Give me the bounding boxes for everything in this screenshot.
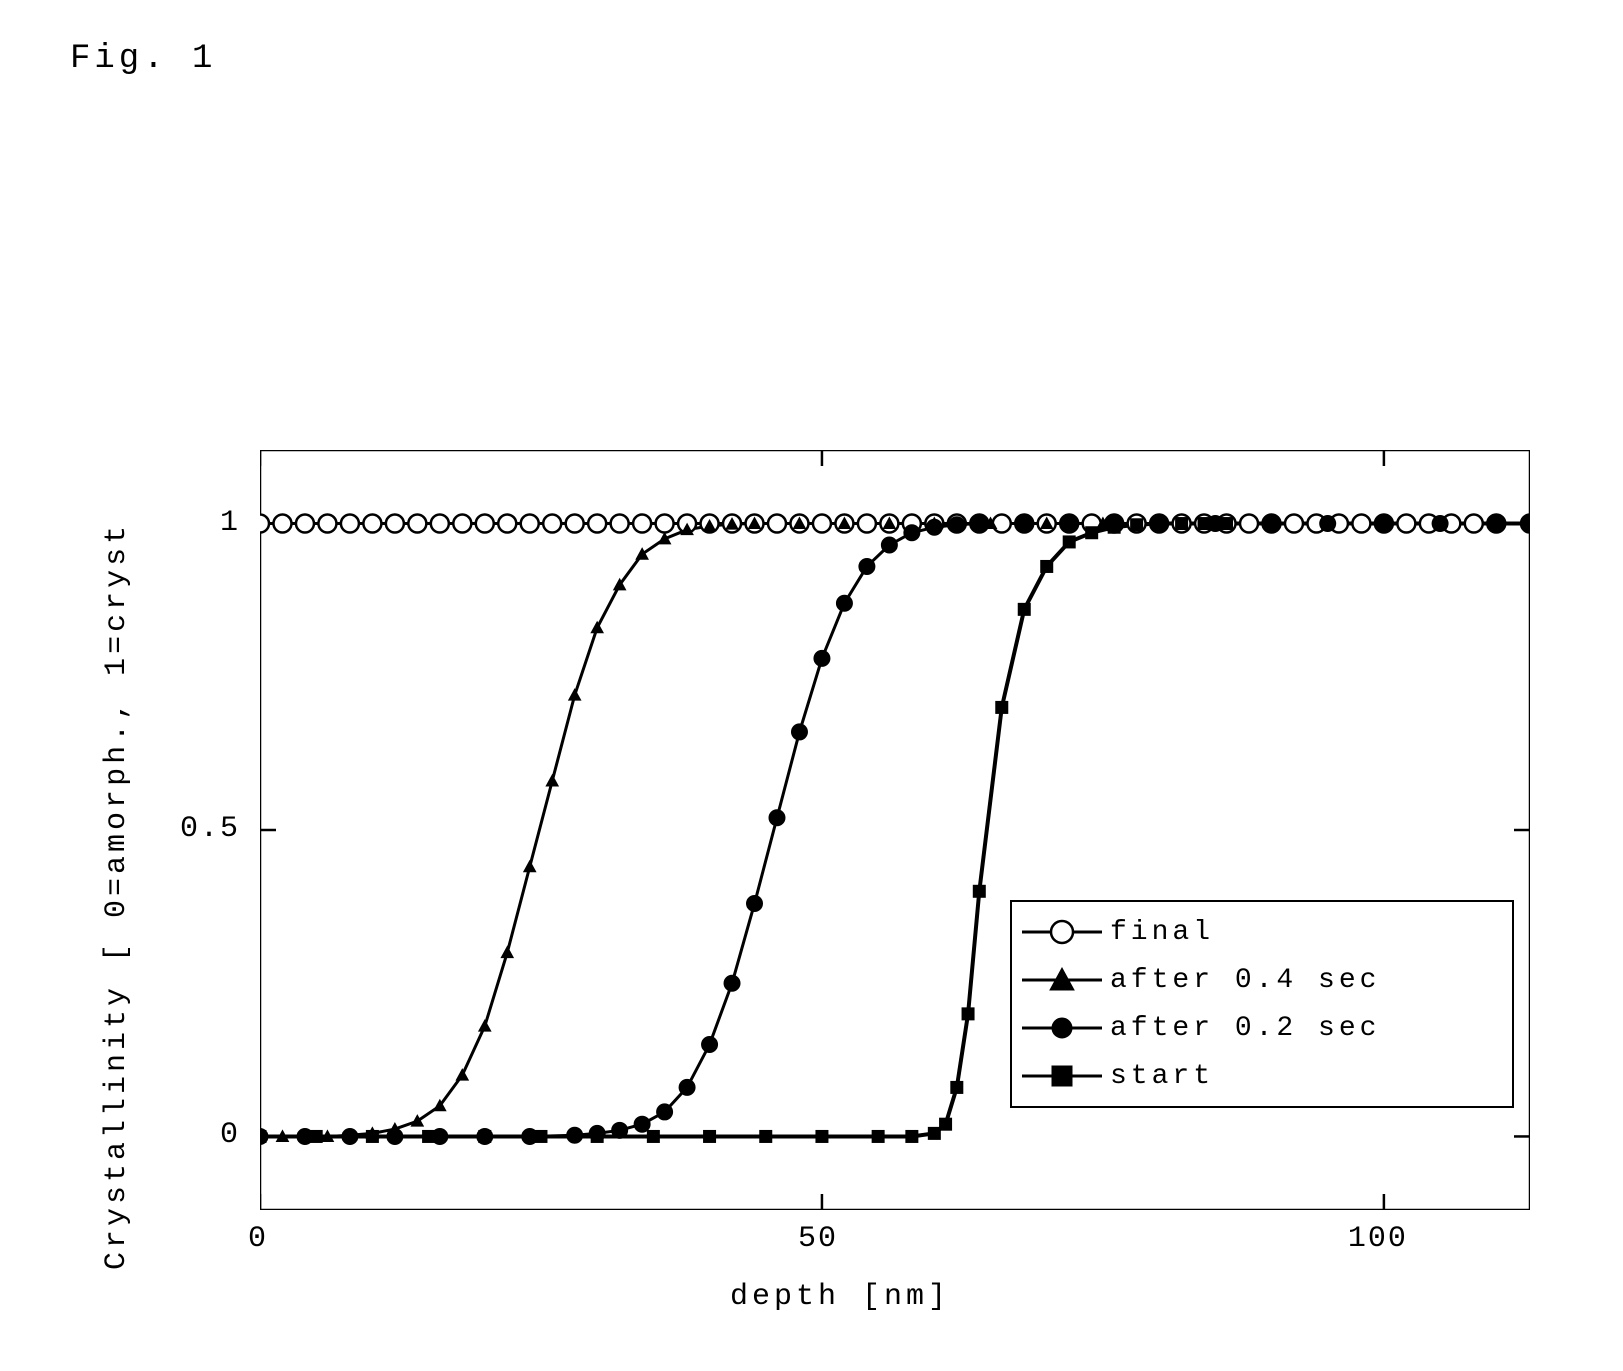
- legend-label: after 0.4 sec: [1110, 965, 1380, 996]
- legend-item: after 0.2 sec: [1022, 1004, 1502, 1052]
- legend-label: start: [1110, 1061, 1214, 1092]
- legend-marker-icon: [1022, 965, 1102, 995]
- y-tick-label: 1: [205, 506, 240, 540]
- legend-label: after 0.2 sec: [1110, 1013, 1380, 1044]
- legend-marker-icon: [1022, 1061, 1102, 1091]
- legend: final after 0.4 sec after 0.2 sec start: [1010, 900, 1514, 1108]
- figure-title: Fig. 1: [70, 40, 216, 78]
- x-tick-label: 0: [248, 1222, 268, 1256]
- legend-marker-icon: [1022, 1013, 1102, 1043]
- y-axis-label: Crystallinity [ 0=amorph., 1=cryst: [100, 522, 134, 1270]
- legend-item: final: [1022, 908, 1502, 956]
- legend-label: final: [1110, 917, 1214, 948]
- legend-marker-icon: [1022, 917, 1102, 947]
- x-tick-label: 100: [1348, 1222, 1408, 1256]
- legend-item: start: [1022, 1052, 1502, 1100]
- x-tick-label: 50: [798, 1222, 838, 1256]
- y-tick-label: 0: [205, 1118, 240, 1152]
- y-tick-label: 0.5: [165, 812, 240, 846]
- x-axis-label: depth [nm]: [730, 1280, 950, 1314]
- legend-item: after 0.4 sec: [1022, 956, 1502, 1004]
